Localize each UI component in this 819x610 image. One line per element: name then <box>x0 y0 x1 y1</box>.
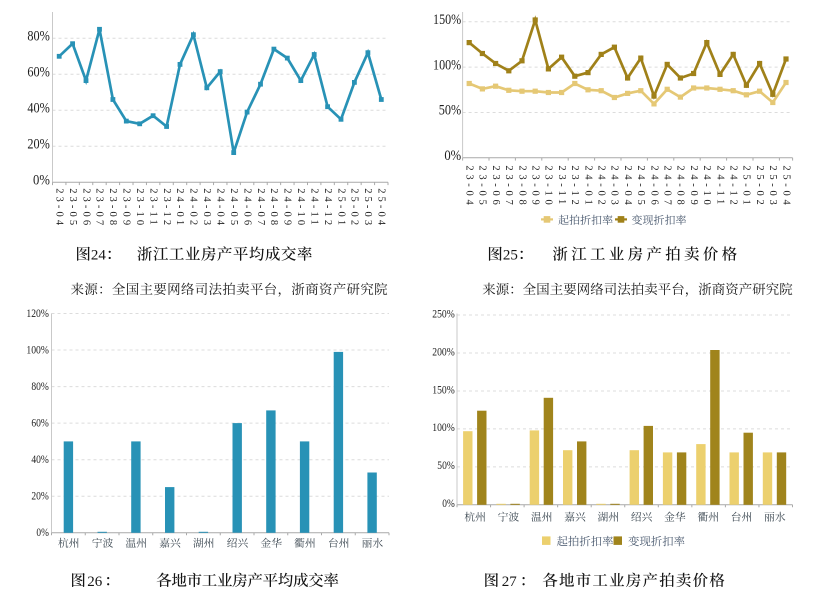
svg-text:24-06: 24-06 <box>648 165 659 208</box>
svg-text:24-12: 24-12 <box>322 188 333 228</box>
svg-text:100%: 100% <box>26 343 49 356</box>
svg-text:250%: 250% <box>432 307 455 320</box>
svg-text:25-01: 25-01 <box>335 188 346 228</box>
svg-text:80%: 80% <box>31 380 49 393</box>
svg-text:150%: 150% <box>432 383 455 396</box>
svg-text:24-10: 24-10 <box>701 165 712 208</box>
svg-text:23-07: 23-07 <box>503 165 514 208</box>
svg-text:26: 26 <box>87 574 103 590</box>
svg-text:100%: 100% <box>433 57 461 73</box>
svg-text:24-11: 24-11 <box>308 188 319 228</box>
svg-text:60%: 60% <box>31 416 49 429</box>
svg-text:23-09: 23-09 <box>529 165 540 208</box>
svg-text:25-02: 25-02 <box>754 165 765 208</box>
svg-text:60%: 60% <box>27 65 50 81</box>
svg-text:100%: 100% <box>432 421 455 434</box>
svg-text:23-05: 23-05 <box>67 188 78 228</box>
svg-text:0%: 0% <box>442 497 455 510</box>
svg-text:23-05: 23-05 <box>477 165 488 208</box>
svg-text:24-02: 24-02 <box>595 165 606 208</box>
svg-text:23-12: 23-12 <box>569 165 580 208</box>
svg-text:0%: 0% <box>444 148 461 164</box>
svg-text:24-05: 24-05 <box>635 165 646 208</box>
svg-text:24-03: 24-03 <box>609 165 620 208</box>
svg-text:24-08: 24-08 <box>268 188 279 228</box>
svg-text:24-09: 24-09 <box>688 165 699 208</box>
svg-text:23-08: 23-08 <box>107 188 118 228</box>
svg-text:24-09: 24-09 <box>282 188 293 228</box>
svg-text:23-04: 23-04 <box>463 165 474 208</box>
svg-text:25-03: 25-03 <box>362 188 373 228</box>
svg-text:23-08: 23-08 <box>516 165 527 208</box>
svg-text:24-12: 24-12 <box>727 165 738 208</box>
svg-text:24-01: 24-01 <box>174 188 185 228</box>
svg-text:23-10: 23-10 <box>134 188 145 228</box>
svg-text:24-03: 24-03 <box>201 188 212 228</box>
svg-text:24-04: 24-04 <box>214 188 225 228</box>
svg-text:0%: 0% <box>36 526 49 539</box>
svg-text:50%: 50% <box>439 103 462 119</box>
svg-text:24-11: 24-11 <box>714 165 725 208</box>
svg-text:20%: 20% <box>27 137 50 153</box>
svg-text:120%: 120% <box>26 307 49 320</box>
svg-text:24-02: 24-02 <box>188 188 199 228</box>
svg-text:24-01: 24-01 <box>582 165 593 208</box>
svg-text:23-11: 23-11 <box>556 165 567 208</box>
svg-text:24-07: 24-07 <box>661 165 672 208</box>
svg-text:40%: 40% <box>27 101 50 117</box>
svg-text:40%: 40% <box>31 453 49 466</box>
svg-text:150%: 150% <box>433 12 461 28</box>
svg-text:200%: 200% <box>432 345 455 358</box>
svg-text:23-09: 23-09 <box>121 188 132 228</box>
svg-text:24-07: 24-07 <box>255 188 266 228</box>
svg-text:27: 27 <box>502 574 518 590</box>
svg-text:20%: 20% <box>31 490 49 503</box>
svg-text:80%: 80% <box>27 29 50 45</box>
svg-text:25-01: 25-01 <box>741 165 752 208</box>
svg-text:23-11: 23-11 <box>147 188 158 228</box>
svg-text:23-10: 23-10 <box>543 165 554 208</box>
svg-text:24-06: 24-06 <box>241 188 252 228</box>
svg-text:50%: 50% <box>437 459 455 472</box>
svg-text:25-03: 25-03 <box>767 165 778 208</box>
svg-text:23-06: 23-06 <box>80 188 91 228</box>
svg-text:23-06: 23-06 <box>490 165 501 208</box>
svg-text:24-10: 24-10 <box>295 188 306 228</box>
svg-text:24-08: 24-08 <box>675 165 686 208</box>
svg-text:25-04: 25-04 <box>376 188 387 228</box>
svg-text:24: 24 <box>91 248 107 264</box>
svg-text:25-02: 25-02 <box>349 188 360 228</box>
svg-text:0%: 0% <box>33 173 50 189</box>
svg-text:23-12: 23-12 <box>161 188 172 228</box>
svg-text:23-04: 23-04 <box>53 188 64 228</box>
svg-text:23-07: 23-07 <box>94 188 105 228</box>
svg-text:24-04: 24-04 <box>622 165 633 208</box>
svg-text:24-05: 24-05 <box>228 188 239 228</box>
svg-text:25: 25 <box>503 248 518 264</box>
svg-text:25-04: 25-04 <box>780 165 791 208</box>
